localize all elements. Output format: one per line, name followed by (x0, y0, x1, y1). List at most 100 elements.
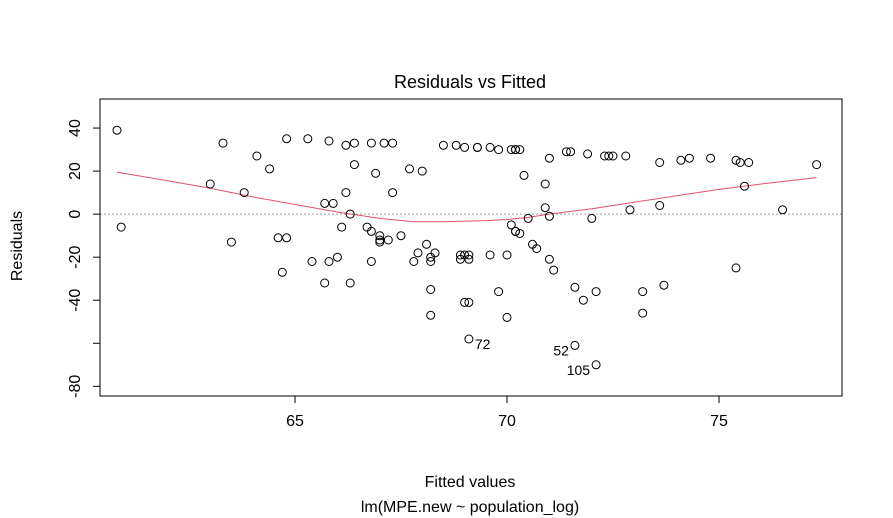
data-point (583, 149, 593, 159)
data-point (544, 153, 554, 163)
data-point (388, 138, 398, 148)
smooth-line (116, 171, 817, 223)
data-point (621, 151, 631, 161)
data-point (413, 248, 423, 258)
data-point (472, 142, 482, 152)
data-point (511, 145, 520, 155)
data-point (744, 158, 754, 167)
data-point (544, 254, 554, 264)
data-point (345, 278, 355, 288)
data-point (731, 155, 741, 165)
data-point (604, 151, 614, 161)
data-point (494, 287, 504, 297)
data-point (430, 248, 440, 258)
y-tick-label: 40 (67, 119, 84, 137)
data-point (426, 257, 436, 266)
data-point (625, 205, 635, 215)
data-point (731, 263, 741, 273)
data-point (273, 233, 283, 243)
point-label: 52 (553, 342, 569, 358)
data-point (303, 134, 313, 144)
data-point (502, 312, 512, 322)
data-point (566, 147, 576, 157)
data-point (684, 153, 694, 163)
data-point (349, 160, 359, 170)
data-point (218, 138, 228, 148)
y-tick-label: 0 (67, 210, 84, 219)
data-point (706, 153, 716, 163)
y-axis-label: Residuals (9, 211, 26, 281)
data-point (587, 213, 597, 223)
data-point (116, 222, 126, 232)
data-point (740, 181, 749, 191)
data-point (277, 267, 287, 277)
data-point (362, 222, 372, 232)
data-point (405, 164, 414, 174)
data-point (307, 257, 317, 266)
data-point (464, 250, 474, 260)
data-point (778, 205, 788, 215)
y-tick-label: -40 (67, 289, 84, 312)
data-point (337, 222, 347, 232)
data-point (460, 142, 470, 152)
data-point (409, 257, 419, 266)
data-point (506, 220, 516, 230)
point-label: 72 (475, 336, 491, 352)
data-point (375, 237, 385, 247)
data-point (345, 209, 355, 219)
data-point (570, 340, 580, 350)
data-point (540, 203, 550, 213)
data-point (388, 188, 398, 198)
data-point (265, 164, 275, 174)
data-point (464, 334, 474, 344)
data-point (523, 213, 533, 223)
data-point (655, 201, 665, 210)
data-point (464, 254, 474, 264)
data-point (396, 231, 406, 241)
x-tick-label: 70 (498, 413, 516, 430)
data-point (341, 188, 351, 198)
data-point (341, 140, 351, 150)
data-point (502, 250, 512, 260)
data-point (655, 158, 665, 167)
data-point (205, 179, 215, 189)
data-point (438, 140, 448, 150)
data-point (320, 198, 330, 208)
data-point (426, 310, 436, 320)
data-point (239, 188, 249, 198)
data-point (383, 235, 393, 245)
x-tick-label: 65 (286, 413, 304, 430)
data-point (570, 282, 580, 292)
data-point (485, 250, 495, 260)
data-point (366, 138, 376, 148)
data-point (638, 308, 648, 318)
data-point (540, 179, 550, 189)
data-point (332, 252, 342, 262)
data-point (252, 151, 262, 161)
data-point (371, 168, 381, 178)
data-point (324, 136, 334, 146)
data-point (676, 155, 686, 165)
data-point (544, 211, 554, 221)
plot-frame (99, 98, 843, 397)
x-tick-label: 75 (710, 413, 728, 430)
data-point (379, 138, 389, 148)
data-point (591, 360, 601, 370)
data-point (366, 226, 376, 236)
data-point (451, 140, 461, 150)
data-point (494, 145, 504, 155)
model-formula-label: lm(MPE.new ~ population_log) (361, 499, 579, 516)
point-label: 105 (567, 362, 591, 378)
data-point (591, 287, 601, 297)
data-point (282, 134, 292, 144)
data-point (532, 244, 542, 254)
data-point (519, 170, 529, 180)
data-point (464, 297, 474, 307)
data-point (608, 151, 618, 161)
data-point (426, 285, 436, 294)
data-point (324, 257, 334, 266)
data-point (638, 287, 648, 297)
data-point (375, 231, 385, 241)
y-tick-label: -80 (67, 375, 84, 398)
y-tick-label: -20 (67, 246, 84, 269)
